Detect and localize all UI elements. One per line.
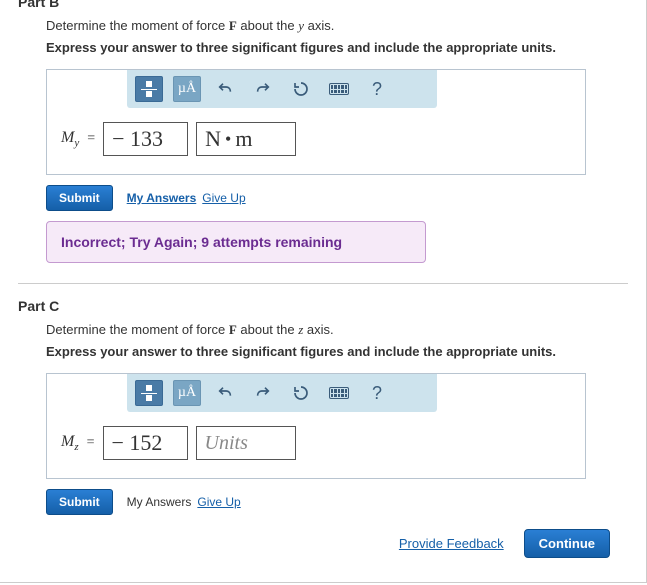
fraction-template-button[interactable] xyxy=(135,76,163,102)
reset-icon xyxy=(293,81,309,97)
variable-subscript: z xyxy=(74,441,78,453)
value-input[interactable]: − 133 xyxy=(103,122,188,156)
reset-icon xyxy=(293,385,309,401)
undo-button[interactable] xyxy=(211,380,239,406)
equation-toolbar: µÅ ? xyxy=(127,374,437,412)
part-c-answer-block: µÅ ? Mz = − 152 Units xyxy=(46,373,586,479)
prompt-text: Determine the moment of force xyxy=(46,18,229,33)
part-c-buttons: Submit My Answers Give Up xyxy=(46,489,628,515)
equals-sign: = xyxy=(87,435,95,451)
undo-icon xyxy=(217,81,233,97)
part-c-instruction: Express your answer to three significant… xyxy=(46,344,628,359)
force-symbol: F xyxy=(229,322,237,337)
greek-letters-button[interactable]: µÅ xyxy=(173,380,201,406)
part-b-header: Part B xyxy=(18,0,628,10)
value-input[interactable]: − 152 xyxy=(103,426,188,460)
prompt-text: axis. xyxy=(304,18,334,33)
variable-name: M xyxy=(61,129,74,146)
greek-letters-button[interactable]: µÅ xyxy=(173,76,201,102)
prompt-text: Determine the moment of force xyxy=(46,322,229,337)
submit-button[interactable]: Submit xyxy=(46,489,113,515)
redo-icon xyxy=(255,81,271,97)
fraction-template-button[interactable] xyxy=(135,380,163,406)
my-answers-link[interactable]: My Answers xyxy=(127,191,197,205)
unit-input[interactable]: N•m xyxy=(196,122,296,156)
answer-row: My = − 133 N•m xyxy=(47,118,585,160)
unit-input[interactable]: Units xyxy=(196,426,296,460)
part-b-buttons: Submit My Answers Give Up xyxy=(46,185,628,211)
undo-icon xyxy=(217,385,233,401)
redo-button[interactable] xyxy=(249,380,277,406)
undo-button[interactable] xyxy=(211,76,239,102)
part-b-answer-block: µÅ ? My = − 133 N•m xyxy=(46,69,586,175)
force-symbol: F xyxy=(229,18,237,33)
variable-label: Mz xyxy=(61,433,79,453)
keyboard-icon xyxy=(329,83,349,95)
submit-button[interactable]: Submit xyxy=(46,185,113,211)
unit-dot: • xyxy=(225,129,231,150)
unit-n: N xyxy=(205,126,221,152)
give-up-link[interactable]: Give Up xyxy=(197,495,240,509)
redo-icon xyxy=(255,385,271,401)
variable-name: M xyxy=(61,433,74,450)
help-button[interactable]: ? xyxy=(363,76,391,102)
fraction-icon xyxy=(141,80,157,98)
prompt-text: axis. xyxy=(303,322,333,337)
prompt-text: about the xyxy=(237,322,298,337)
keyboard-button[interactable] xyxy=(325,76,353,102)
equation-toolbar: µÅ ? xyxy=(127,70,437,108)
prompt-text: about the xyxy=(237,18,298,33)
give-up-link[interactable]: Give Up xyxy=(202,191,245,205)
page-footer: Provide Feedback Continue xyxy=(18,515,628,564)
answer-row: Mz = − 152 Units xyxy=(47,422,585,464)
part-c-header: Part C xyxy=(18,298,628,314)
help-button[interactable]: ? xyxy=(363,380,391,406)
provide-feedback-link[interactable]: Provide Feedback xyxy=(399,536,504,551)
part-b-prompt: Determine the moment of force F about th… xyxy=(46,18,628,34)
section-divider xyxy=(18,283,628,284)
redo-button[interactable] xyxy=(249,76,277,102)
part-c-prompt: Determine the moment of force F about th… xyxy=(46,322,628,338)
continue-button[interactable]: Continue xyxy=(524,529,610,558)
feedback-message: Incorrect; Try Again; 9 attempts remaini… xyxy=(46,221,426,263)
reset-button[interactable] xyxy=(287,380,315,406)
my-answers-text: My Answers xyxy=(127,495,192,509)
unit-m: m xyxy=(235,126,252,152)
variable-subscript: y xyxy=(74,137,79,149)
keyboard-button[interactable] xyxy=(325,380,353,406)
equals-sign: = xyxy=(87,131,95,147)
keyboard-icon xyxy=(329,387,349,399)
variable-label: My xyxy=(61,129,79,149)
part-b-instruction: Express your answer to three significant… xyxy=(46,40,628,55)
problem-container: Part B Determine the moment of force F a… xyxy=(0,0,647,583)
fraction-icon xyxy=(141,384,157,402)
reset-button[interactable] xyxy=(287,76,315,102)
